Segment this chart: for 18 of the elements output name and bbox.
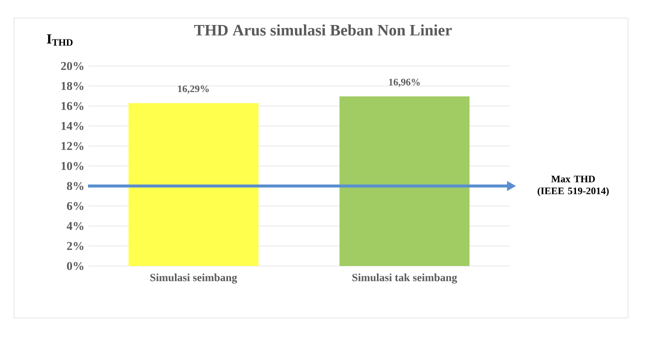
chart-title: THD Arus simulasi Beban Non Linier xyxy=(194,24,452,36)
y-tick-label: 10% xyxy=(62,162,84,170)
y-tick-label: 12% xyxy=(62,142,84,150)
x-tick-label: Simulasi tak seimbang xyxy=(352,274,458,284)
x-tick-label: Simulasi seimbang xyxy=(150,274,238,284)
y-tick-label: 6% xyxy=(66,202,84,210)
ref-line-label: Max THD (IEEE 519-2014) xyxy=(538,176,609,196)
data-label: 16,96% xyxy=(389,78,420,87)
data-label: 16,29% xyxy=(178,85,209,94)
y-axis-title: I$_{THD}$ xyxy=(46,34,73,46)
y-tick-label: 18% xyxy=(62,82,84,90)
y-tick-label: 20% xyxy=(61,62,84,70)
y-tick-label: 4% xyxy=(66,222,84,230)
y-tick-label: 2% xyxy=(67,242,84,250)
y-tick-label: 0% xyxy=(67,262,84,270)
y-tick-label: 8% xyxy=(66,182,84,190)
y-tick-label: 14% xyxy=(62,122,84,130)
y-tick-label: 16% xyxy=(62,102,84,110)
